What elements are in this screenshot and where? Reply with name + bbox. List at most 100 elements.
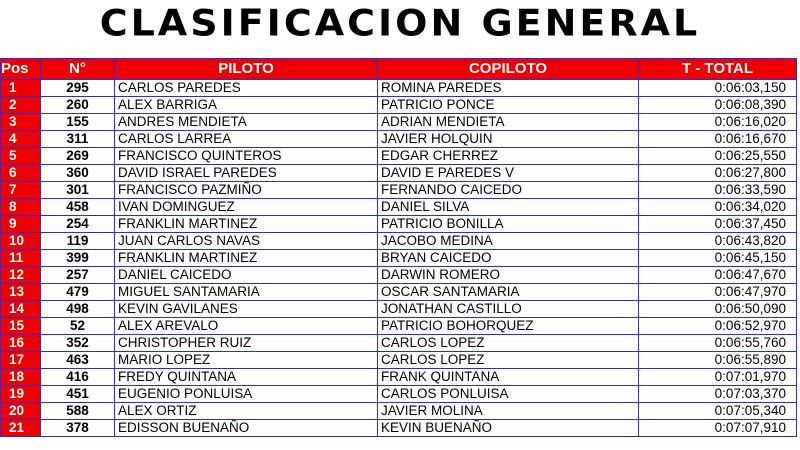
table-header-row: Pos N° PILOTO COPILOTO T - TOTAL [0, 58, 797, 80]
driver-cell: ANDRES MENDIETA [114, 113, 378, 131]
car-number-cell: 451 [40, 385, 115, 403]
position-cell: 3 [0, 113, 41, 131]
total-time-cell: 0:06:43,820 [638, 232, 797, 250]
table-row: 5 269 FRANCISCO QUINTEROS EDGAR CHERREZ 0:06… [0, 147, 797, 165]
codriver-cell: BRYAN CAICEDO [377, 249, 639, 267]
total-time-cell: 0:06:37,450 [638, 215, 797, 233]
table-row: 2 260 ALEX BARRIGA PATRICIO PONCE 0:06:08,39… [0, 96, 797, 114]
driver-cell: IVAN DOMINGUEZ [114, 198, 378, 216]
header-piloto: PILOTO [114, 58, 378, 80]
codriver-cell: CARLOS PONLUISA [377, 385, 639, 403]
position-cell: 13 [0, 283, 41, 301]
driver-cell: ALEX AREVALO [114, 317, 378, 335]
car-number-cell: 260 [40, 96, 115, 114]
driver-cell: FREDY QUINTANA [114, 368, 378, 386]
codriver-cell: OSCAR SANTAMARIA [377, 283, 639, 301]
codriver-cell: JONATHAN CASTILLO [377, 300, 639, 318]
total-time-cell: 0:06:50,090 [638, 300, 797, 318]
position-cell: 1 [0, 79, 41, 97]
header-pos: Pos [0, 58, 41, 80]
total-time-cell: 0:06:16,670 [638, 130, 797, 148]
driver-cell: MARIO LOPEZ [114, 351, 378, 369]
car-number-cell: 119 [40, 232, 115, 250]
car-number-cell: 155 [40, 113, 115, 131]
total-time-cell: 0:06:25,550 [638, 147, 797, 165]
codriver-cell: EDGAR CHERREZ [377, 147, 639, 165]
total-time-cell: 0:07:07,910 [638, 419, 797, 437]
total-time-cell: 0:06:03,150 [638, 79, 797, 97]
position-cell: 18 [0, 368, 41, 386]
driver-cell: FRANKLIN MARTINEZ [114, 215, 378, 233]
total-time-cell: 0:06:45,150 [638, 249, 797, 267]
table-row: 8 458 IVAN DOMINGUEZ DANIEL SILVA 0:06:34,02… [0, 198, 797, 216]
table-row: 12 257 DANIEL CAICEDO DARWIN ROMERO 0:06:47,… [0, 266, 797, 284]
table-row: 17 463 MARIO LOPEZ CARLOS LOPEZ 0:06:55,890 [0, 351, 797, 369]
driver-cell: CARLOS LARREA [114, 130, 378, 148]
driver-cell: DANIEL CAICEDO [114, 266, 378, 284]
codriver-cell: JACOBO MEDINA [377, 232, 639, 250]
codriver-cell: ROMINA PAREDES [377, 79, 639, 97]
total-time-cell: 0:07:01,970 [638, 368, 797, 386]
codriver-cell: PATRICIO PONCE [377, 96, 639, 114]
total-time-cell: 0:06:27,800 [638, 164, 797, 182]
car-number-cell: 588 [40, 402, 115, 420]
position-cell: 14 [0, 300, 41, 318]
car-number-cell: 301 [40, 181, 115, 199]
car-number-cell: 479 [40, 283, 115, 301]
table-row: 21 378 EDISSON BUENAÑO KEVIN BUENAÑO 0:07:07… [0, 419, 797, 437]
car-number-cell: 269 [40, 147, 115, 165]
car-number-cell: 399 [40, 249, 115, 267]
car-number-cell: 257 [40, 266, 115, 284]
position-cell: 5 [0, 147, 41, 165]
position-cell: 2 [0, 96, 41, 114]
position-cell: 11 [0, 249, 41, 267]
car-number-cell: 352 [40, 334, 115, 352]
position-cell: 21 [0, 419, 41, 437]
codriver-cell: CARLOS LOPEZ [377, 334, 639, 352]
total-time-cell: 0:06:08,390 [638, 96, 797, 114]
car-number-cell: 463 [40, 351, 115, 369]
codriver-cell: KEVIN BUENAÑO [377, 419, 639, 437]
position-cell: 7 [0, 181, 41, 199]
table-row: 18 416 FREDY QUINTANA FRANK QUINTANA 0:07:01… [0, 368, 797, 386]
header-number: N° [40, 58, 115, 80]
driver-cell: MIGUEL SANTAMARIA [114, 283, 378, 301]
table-row: 6 360 DAVID ISRAEL PAREDES DAVID E PAREDES … [0, 164, 797, 182]
driver-cell: CARLOS PAREDES [114, 79, 378, 97]
driver-cell: CHRISTOPHER RUIZ [114, 334, 378, 352]
position-cell: 10 [0, 232, 41, 250]
driver-cell: JUAN CARLOS NAVAS [114, 232, 378, 250]
position-cell: 20 [0, 402, 41, 420]
codriver-cell: PATRICIO BOHORQUEZ [377, 317, 639, 335]
codriver-cell: DAVID E PAREDES V [377, 164, 639, 182]
table-row: 14 498 KEVIN GAVILANES JONATHAN CASTILLO 0:0… [0, 300, 797, 318]
car-number-cell: 295 [40, 79, 115, 97]
position-cell: 15 [0, 317, 41, 335]
driver-cell: ALEX ORTIZ [114, 402, 378, 420]
car-number-cell: 311 [40, 130, 115, 148]
codriver-cell: DANIEL SILVA [377, 198, 639, 216]
table-row: 7 301 FRANCISCO PAZMIÑO FERNANDO CAICEDO 0:0… [0, 181, 797, 199]
table-row: 15 52 ALEX AREVALO PATRICIO BOHORQUEZ 0:06:5… [0, 317, 797, 335]
position-cell: 8 [0, 198, 41, 216]
position-cell: 17 [0, 351, 41, 369]
codriver-cell: JAVIER HOLQUIN [377, 130, 639, 148]
driver-cell: EUGENIO PONLUISA [114, 385, 378, 403]
table-row: 1 295 CARLOS PAREDES ROMINA PAREDES 0:06:03,… [0, 79, 797, 97]
total-time-cell: 0:06:52,970 [638, 317, 797, 335]
total-time-cell: 0:07:05,340 [638, 402, 797, 420]
position-cell: 6 [0, 164, 41, 182]
table-row: 4 311 CARLOS LARREA JAVIER HOLQUIN 0:06:16,6… [0, 130, 797, 148]
table-row: 19 451 EUGENIO PONLUISA CARLOS PONLUISA 0:07… [0, 385, 797, 403]
page-title: CLASIFICACION GENERAL [99, 2, 701, 44]
codriver-cell: DARWIN ROMERO [377, 266, 639, 284]
table-row: 16 352 CHRISTOPHER RUIZ CARLOS LOPEZ 0:06:55… [0, 334, 797, 352]
header-total-time: T - TOTAL [638, 58, 797, 80]
codriver-cell: ADRIAN MENDIETA [377, 113, 639, 131]
total-time-cell: 0:06:47,970 [638, 283, 797, 301]
car-number-cell: 254 [40, 215, 115, 233]
driver-cell: FRANCISCO PAZMIÑO [114, 181, 378, 199]
codriver-cell: FRANK QUINTANA [377, 368, 639, 386]
driver-cell: FRANKLIN MARTINEZ [114, 249, 378, 267]
position-cell: 9 [0, 215, 41, 233]
